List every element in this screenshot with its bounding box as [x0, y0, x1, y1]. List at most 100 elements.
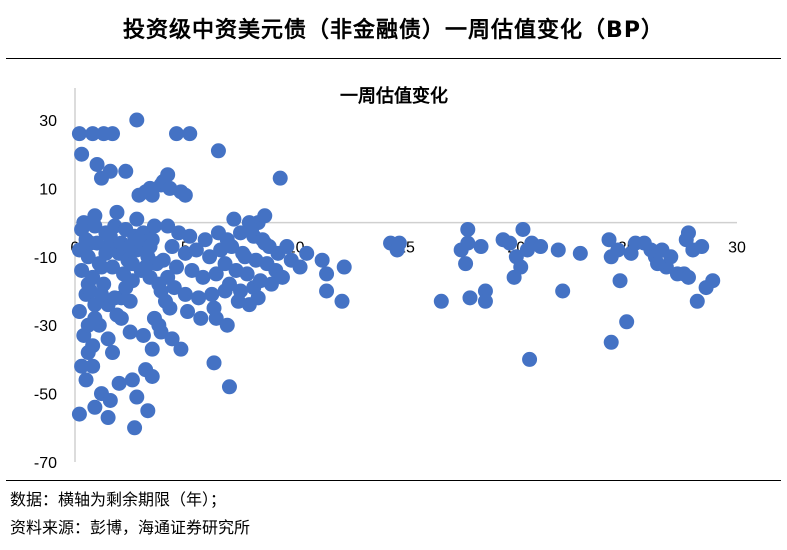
scatter-point: [138, 184, 154, 200]
figure-title: 投资级中资美元债（非金融债）一周估值变化（BP）: [123, 18, 664, 43]
scatter-point: [144, 369, 160, 384]
scatter-point: [109, 204, 125, 220]
scatter-point: [93, 170, 109, 186]
scatter-point: [257, 235, 273, 251]
scatter-point: [603, 334, 619, 350]
scatter-point: [131, 232, 147, 248]
scatter-point: [204, 286, 220, 302]
scatter-point: [138, 259, 154, 275]
scatter-point: [705, 273, 721, 289]
source-note: 资料来源：彭博，海通证券研究所: [10, 518, 251, 537]
chart-title: 一周估值变化: [340, 85, 448, 107]
scatter-point: [663, 249, 679, 265]
scatter-point: [263, 276, 279, 292]
scatter-point: [610, 242, 626, 258]
scatter-point: [177, 286, 193, 302]
scatter-point: [111, 375, 127, 391]
scatter-point: [142, 239, 158, 255]
scatter-point: [74, 262, 90, 278]
scatter-point: [78, 372, 94, 388]
scatter-point: [87, 399, 103, 415]
scatter-point: [107, 290, 123, 306]
scatter-point: [522, 351, 538, 367]
scatter-point: [689, 293, 705, 309]
scatter-point: [226, 211, 242, 227]
scatter-point: [473, 239, 489, 255]
scatter-point: [118, 280, 134, 296]
scatter-point: [184, 262, 200, 278]
scatter-point: [124, 372, 140, 388]
scatter-point: [433, 293, 449, 309]
scatter-point: [221, 276, 237, 292]
scatter-point: [334, 293, 350, 309]
scatter-point: [160, 269, 176, 285]
scatter-point: [102, 392, 118, 408]
scatter-point: [460, 221, 476, 237]
scatter-point: [460, 235, 476, 251]
scatter-point: [71, 304, 87, 320]
scatter-point: [146, 310, 162, 326]
scatter-point: [71, 406, 87, 422]
scatter-point: [100, 331, 116, 347]
scatter-point: [650, 256, 666, 272]
scatter-point: [144, 341, 160, 357]
scatter-point: [274, 269, 290, 285]
scatter-point: [319, 283, 335, 299]
scatter-point: [210, 143, 226, 159]
scatter-point: [299, 245, 315, 261]
scatter-point: [202, 249, 218, 265]
scatter-point: [122, 324, 138, 340]
scatter-point: [155, 252, 171, 268]
scatter-point: [257, 208, 273, 224]
scatter-point: [279, 239, 295, 255]
scatter-point: [206, 300, 222, 316]
scatter-point: [193, 310, 209, 326]
scatter-point: [169, 126, 185, 142]
scatter-point: [105, 345, 121, 361]
scatter-point: [206, 355, 222, 371]
scatter-point: [477, 293, 493, 309]
scatter-point: [160, 167, 176, 183]
scatter-point: [98, 245, 114, 261]
scatter-point: [272, 170, 288, 186]
scatter-point: [195, 269, 211, 285]
scatter-point: [177, 187, 193, 203]
scatter-point: [74, 146, 90, 162]
scatter-point: [550, 242, 566, 258]
scatter-point: [71, 126, 87, 142]
top-rule: [6, 58, 781, 59]
y-tick-label: -70: [34, 455, 57, 472]
y-tick-labels: 30 10 -10 -30 -50 -70: [34, 113, 57, 472]
scatter-point: [89, 235, 105, 251]
scatter-point: [118, 163, 134, 179]
y-tick-label: -30: [34, 318, 57, 335]
scatter-point: [74, 358, 90, 374]
scatter-point: [619, 314, 635, 330]
scatter-point: [89, 156, 105, 172]
scatter-point: [292, 259, 308, 275]
scatter-point: [462, 290, 478, 306]
scatter-point: [182, 126, 198, 142]
y-tick-label: -10: [34, 250, 57, 267]
scatter-point: [572, 245, 588, 261]
x-tick-label: 30: [728, 240, 746, 257]
scatter-point: [80, 317, 96, 333]
scatter-point: [477, 283, 493, 299]
scatter-point: [555, 283, 571, 299]
scatter-point: [680, 269, 696, 285]
scatter-point: [85, 358, 101, 374]
scatter-point: [135, 327, 151, 343]
y-tick-label: 30: [39, 113, 57, 130]
scatter-point: [180, 304, 196, 320]
scatter-point: [217, 256, 233, 272]
scatter-point: [237, 249, 253, 265]
scatter-point: [100, 410, 116, 426]
scatter-point: [319, 266, 335, 282]
scatter-point: [612, 273, 628, 289]
scatter-point: [164, 331, 180, 347]
scatter-point: [533, 239, 549, 255]
scatter-point: [164, 239, 180, 255]
scatter-point: [239, 266, 255, 282]
scatter-point: [169, 259, 185, 275]
